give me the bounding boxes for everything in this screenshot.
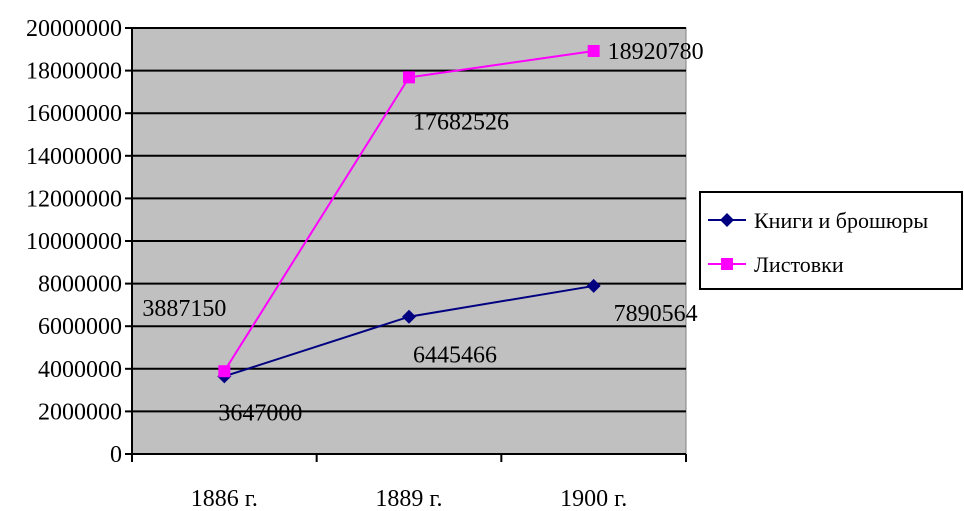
data-label: 7890564 [614,301,698,327]
data-labels: 3647000 6445466 7890564 3887150 17682526 1892… [142,39,703,426]
data-point [587,44,600,57]
data-label: 3887150 [142,296,226,322]
y-tick-label: 12000000 [26,186,122,212]
data-label: 17682526 [413,109,509,135]
x-axis-tick-labels: 1886 г. 1889 г. 1900 г. [191,486,627,511]
y-tick-label: 6000000 [38,314,122,340]
y-axis-tick-labels: 0 2000000 4000000 6000000 8000000 10000000 120… [26,16,122,468]
data-point [586,278,601,293]
x-tick-label: 1900 г. [560,486,627,511]
data-label: 6445466 [413,343,497,369]
legend-label: Листовки [754,252,844,277]
y-tick-label: 18000000 [26,59,122,85]
data-point [402,309,416,324]
data-label: 3647000 [218,400,302,426]
data-point [218,365,231,378]
legend-label: Книги и брошюры [754,208,928,233]
data-point [403,71,415,84]
legend-box [699,191,963,290]
y-tick-label: 4000000 [38,357,122,383]
legend-marker [721,258,733,270]
series-markers [217,44,601,384]
y-tick-label: 10000000 [26,229,122,255]
y-tick-label: 8000000 [38,272,122,298]
y-tick-label: 2000000 [38,399,122,425]
legend: Книги и брошюры Листовки [699,191,963,290]
legend-marker [720,213,734,227]
x-tick-label: 1889 г. [375,486,442,511]
y-tick-label: 20000000 [26,16,122,42]
data-label: 18920780 [608,39,704,65]
y-tick-label: 14000000 [26,144,122,170]
x-tick-label: 1886 г. [191,486,258,511]
axes [125,27,687,462]
y-tick-label: 16000000 [26,101,122,127]
y-tick-label: 0 [110,442,122,468]
